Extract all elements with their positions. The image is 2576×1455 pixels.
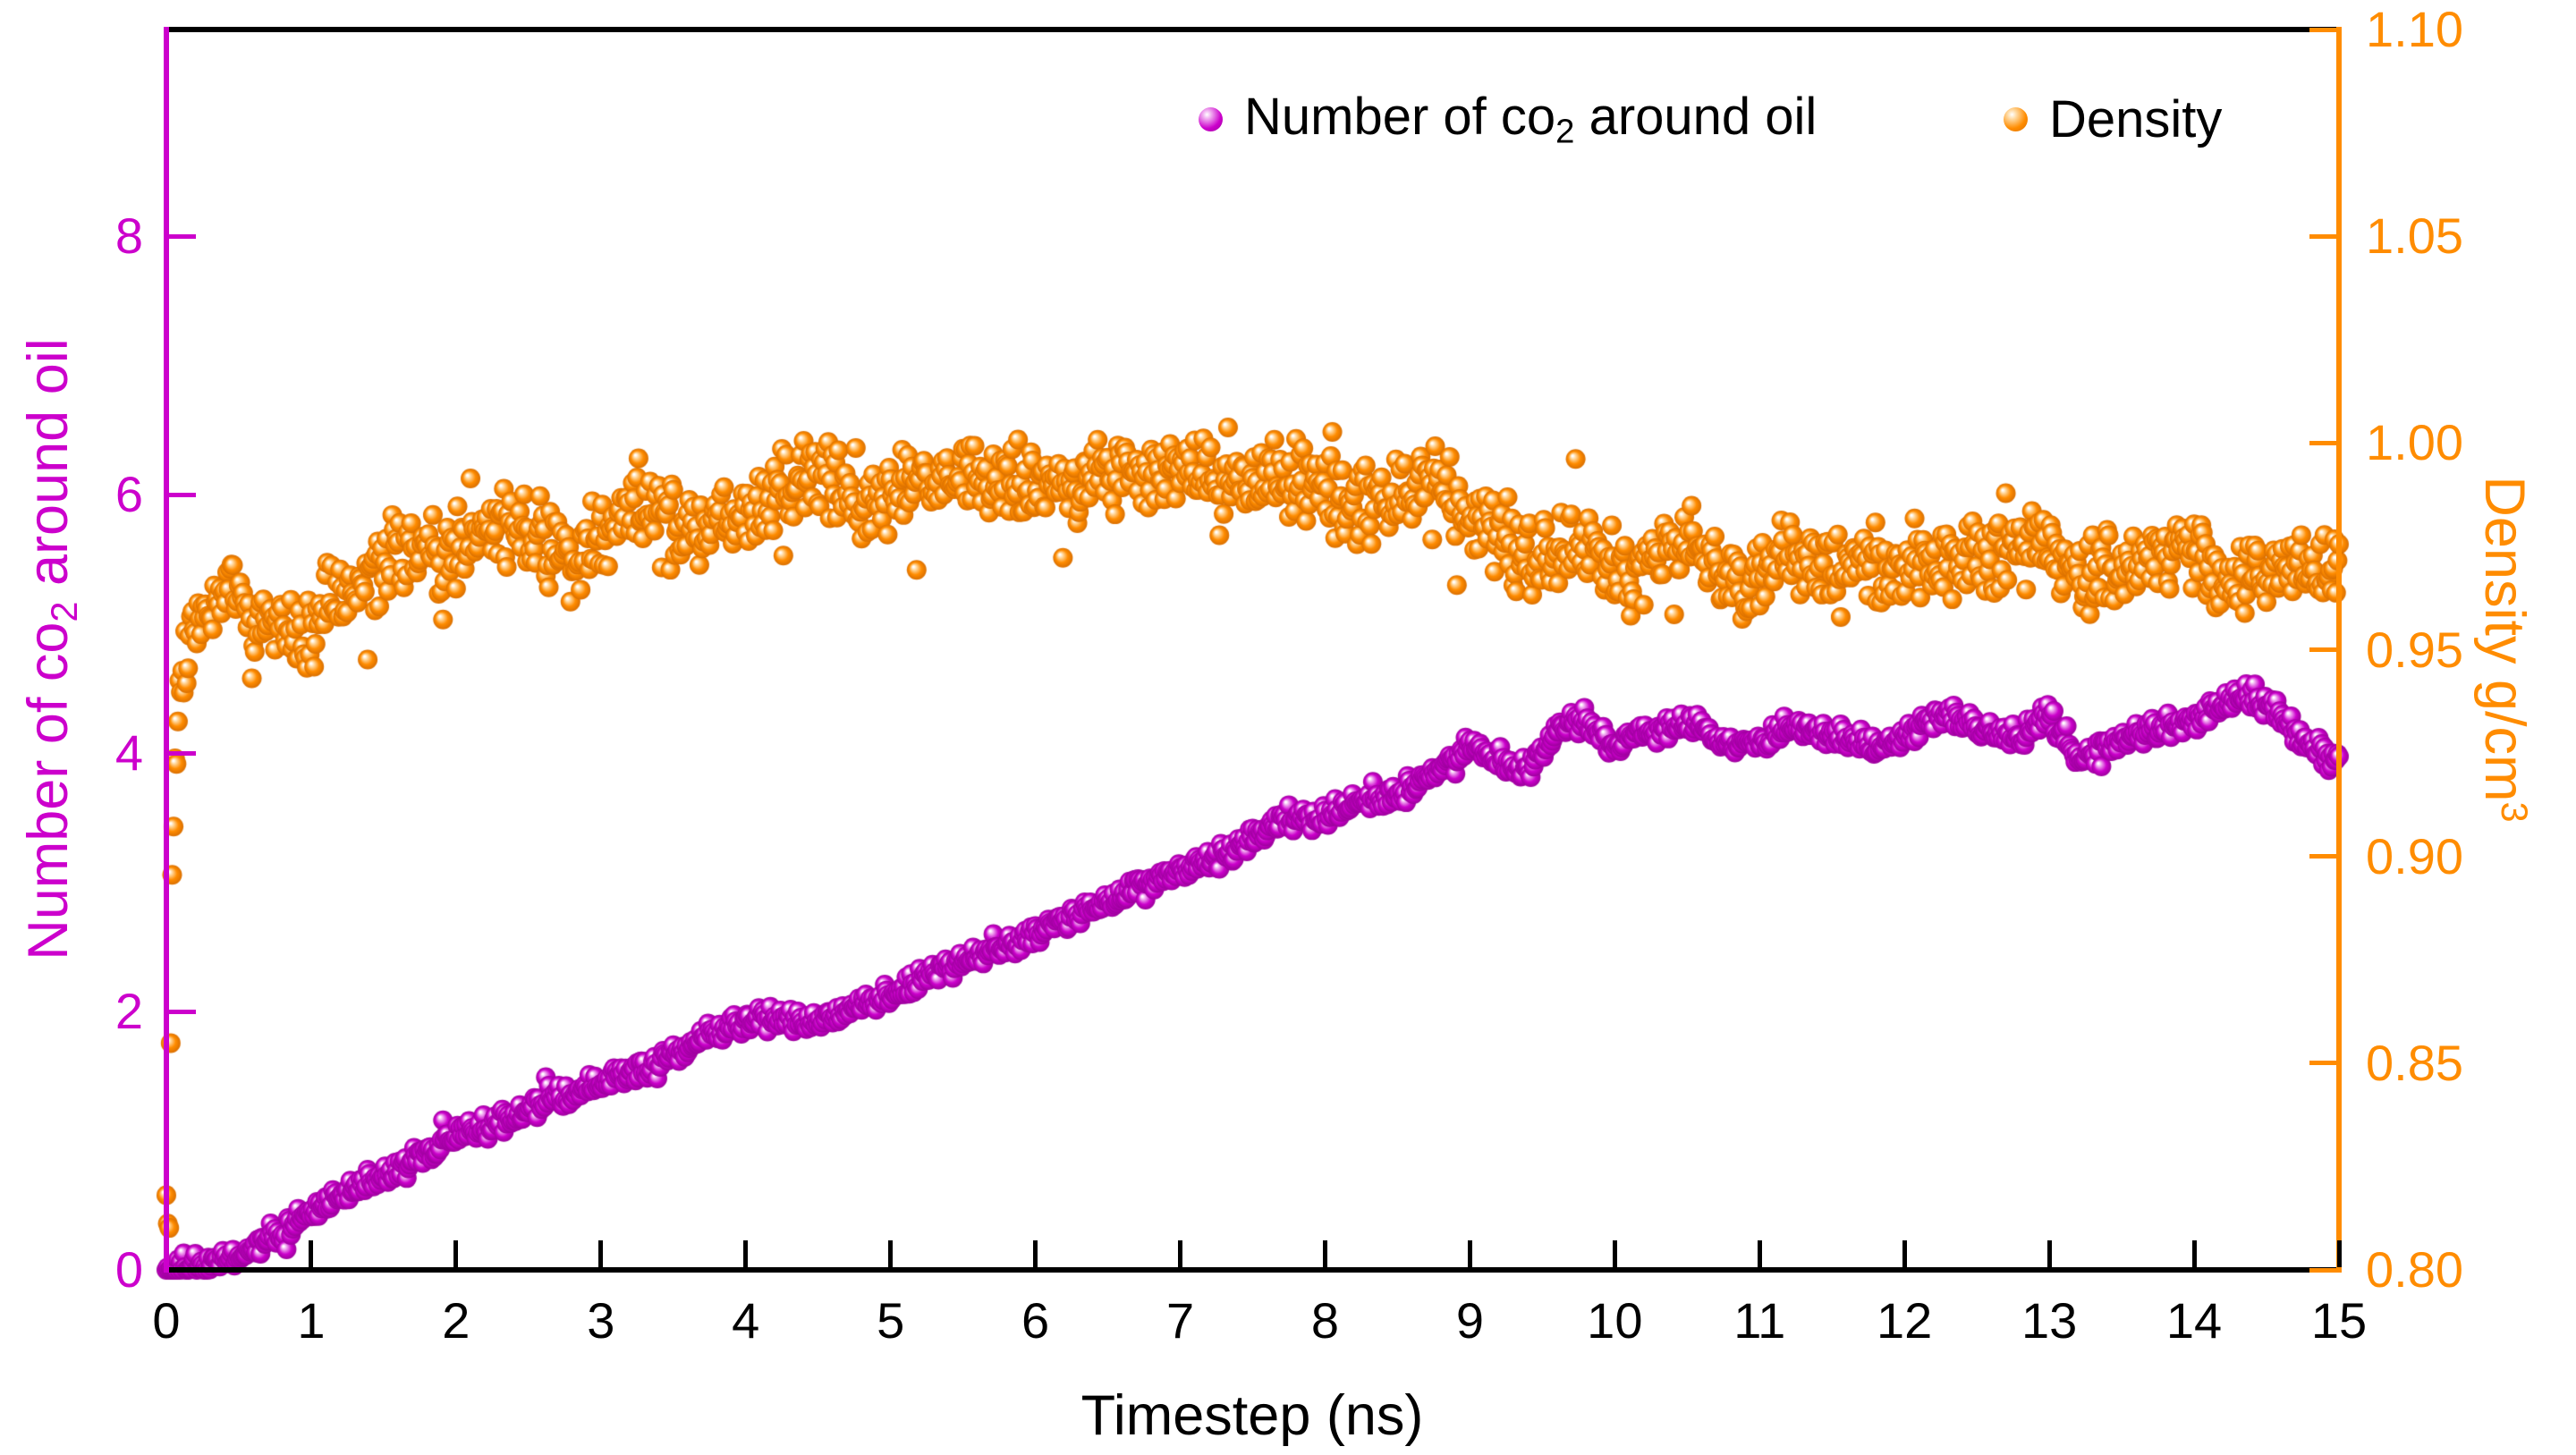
x-tick-label: 15: [2310, 1292, 2368, 1349]
x-tick-mark: [1033, 1240, 1038, 1267]
y-right-tick-label: 0.80: [2366, 1241, 2463, 1298]
x-tick-label: 13: [2021, 1292, 2078, 1349]
co2-legend-label: Number of co2 around oil: [1244, 87, 1818, 151]
x-tick-mark: [1322, 1240, 1327, 1267]
density-legend-marker-icon: [2004, 106, 2028, 131]
x-tick-label: 0: [152, 1292, 181, 1349]
y-right-tick-mark: [2309, 1061, 2336, 1066]
x-tick-mark: [309, 1240, 314, 1267]
y-right-tick-label: 1.05: [2366, 207, 2463, 265]
y-right-tick-mark: [2309, 1267, 2336, 1273]
y-left-axis-line: [164, 27, 169, 1273]
legend-item-density: Density: [2004, 87, 2222, 151]
y-left-tick-label: 2: [114, 983, 143, 1040]
x-tick-label: 4: [732, 1292, 760, 1349]
y-right-tick-label: 1.10: [2366, 1, 2463, 57]
x-tick-mark: [1757, 1240, 1762, 1267]
y-left-tick-label: 0: [114, 1241, 143, 1298]
plot-top-border: [164, 27, 2342, 32]
x-tick-label: 14: [2165, 1292, 2223, 1349]
y-right-tick-mark: [2309, 440, 2336, 445]
y-left-axis-title: Number of co2 around oil: [17, 338, 85, 960]
x-tick-mark: [598, 1240, 604, 1267]
y-right-tick-mark: [2309, 233, 2336, 239]
y-left-tick-mark: [169, 1009, 196, 1014]
x-tick-label: 2: [442, 1292, 470, 1349]
y-right-tick-label: 0.85: [2366, 1034, 2463, 1091]
x-tick-label: 3: [587, 1292, 615, 1349]
x-tick-label: 7: [1165, 1292, 1195, 1349]
y-left-tick-mark: [169, 750, 196, 756]
y-right-tick-label: 0.95: [2366, 621, 2463, 678]
legend-item-co2: Number of co2 around oil: [1199, 87, 1817, 151]
x-tick-label: 9: [1455, 1292, 1484, 1349]
y-right-tick-label: 0.90: [2366, 827, 2463, 884]
density-legend-label: Density: [2049, 89, 2223, 148]
x-tick-mark: [888, 1240, 894, 1267]
y-left-tick-label: 6: [114, 466, 143, 523]
y-right-tick-mark: [2309, 854, 2336, 859]
x-tick-label: 1: [297, 1292, 326, 1349]
y-right-axis-title: Density g/cm3: [2473, 476, 2537, 823]
x-axis-line: [164, 1267, 2342, 1273]
x-tick-label: 6: [1021, 1292, 1050, 1349]
x-tick-mark: [2191, 1240, 2197, 1267]
x-tick-mark: [1178, 1240, 1183, 1267]
y-left-tick-mark: [169, 233, 196, 239]
x-tick-mark: [1467, 1240, 1472, 1267]
x-tick-label: 10: [1587, 1292, 1643, 1349]
y-right-tick-mark: [2309, 27, 2336, 32]
y-right-axis-line: [2336, 27, 2342, 1273]
y-right-tick-label: 1.00: [2366, 414, 2463, 471]
x-tick-label: 12: [1877, 1292, 1933, 1349]
x-tick-mark: [453, 1240, 459, 1267]
y-right-tick-mark: [2309, 647, 2336, 652]
y-left-tick-label: 4: [114, 724, 143, 782]
y-left-tick-label: 8: [114, 207, 143, 265]
y-left-tick-mark: [169, 492, 196, 497]
x-tick-mark: [1902, 1240, 1907, 1267]
x-tick-label: 8: [1310, 1292, 1340, 1349]
x-tick-label: 5: [877, 1292, 905, 1349]
x-tick-mark: [2336, 1240, 2342, 1267]
x-axis-title: Timestep (ns): [1080, 1384, 1424, 1447]
co2-legend-marker-icon: [1199, 106, 1223, 131]
x-tick-label: 11: [1733, 1292, 1786, 1349]
x-tick-mark: [2046, 1240, 2052, 1267]
x-tick-mark: [1612, 1240, 1617, 1267]
x-tick-mark: [743, 1240, 749, 1267]
